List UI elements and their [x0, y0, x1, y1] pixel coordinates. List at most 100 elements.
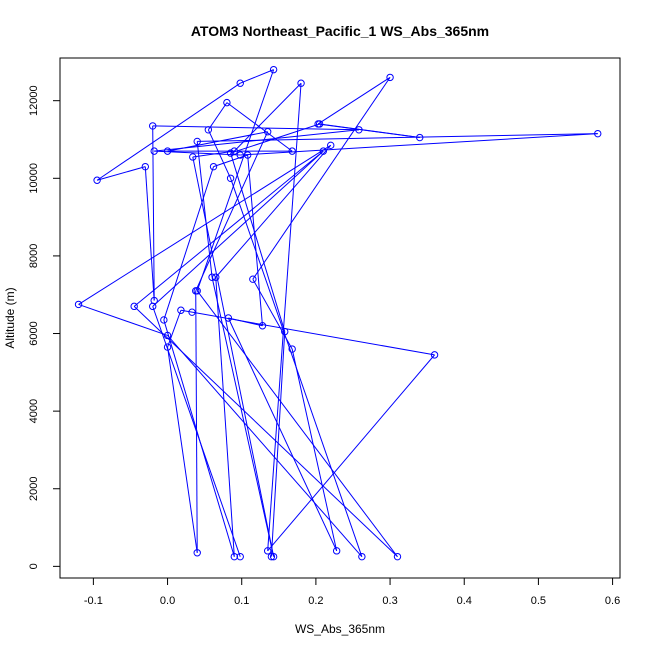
data-point [386, 73, 394, 82]
series-segment [291, 348, 338, 551]
series-segment [213, 154, 248, 168]
series-segment [230, 152, 286, 332]
data-point [223, 98, 231, 107]
data-point [297, 79, 305, 87]
series-segment [207, 102, 228, 131]
y-tick-label: 0 [28, 563, 40, 569]
data-point [594, 129, 602, 138]
data-point [150, 147, 158, 155]
series-segment [163, 166, 215, 321]
data-point [193, 137, 201, 146]
data-point [74, 300, 83, 309]
data-point [193, 549, 201, 557]
series-segment [215, 144, 332, 278]
series-segment [167, 131, 268, 152]
data-point [319, 147, 328, 155]
series-segment [180, 309, 193, 313]
data-point [288, 147, 296, 155]
series-segment [163, 319, 235, 557]
data-point [236, 151, 244, 159]
series-segment [317, 76, 391, 125]
series-segment [133, 150, 324, 307]
data-point [288, 345, 296, 353]
data-point [226, 174, 235, 182]
data-point [224, 314, 233, 322]
y-axis: 0 2000 4000 6000 8000 10000 12000 [28, 85, 60, 569]
series-segment [96, 166, 146, 181]
series-points [74, 65, 602, 561]
series-segment [152, 125, 359, 131]
series-segment [78, 144, 331, 305]
series-segment [152, 150, 324, 307]
data-point [269, 552, 278, 561]
series-segment [144, 166, 155, 301]
series-segment [167, 347, 198, 553]
data-point [93, 176, 101, 184]
data-point [177, 306, 185, 314]
data-point [355, 126, 363, 134]
data-point [212, 273, 220, 281]
x-tick-label: 0.5 [531, 595, 546, 607]
series-segment [319, 123, 420, 139]
y-tick-label: 4000 [28, 399, 40, 423]
series-segment [215, 277, 235, 557]
series-segment [195, 290, 198, 553]
series-segment [267, 354, 435, 552]
series-segment [233, 82, 302, 152]
data-point [150, 296, 158, 305]
data-point [149, 122, 157, 130]
series-segment [96, 82, 241, 181]
x-tick-label: 0.3 [382, 595, 397, 607]
series-segment [152, 125, 155, 301]
x-axis: -0.1 0.0 0.1 0.2 0.3 0.4 0.5 0.6 [84, 578, 620, 607]
series-segment [227, 317, 338, 552]
y-axis-label: Altitude (m) [3, 287, 17, 348]
data-point [163, 343, 172, 351]
data-point [188, 308, 196, 316]
data-point [236, 79, 244, 87]
series-segment [196, 290, 398, 557]
series-segment [196, 141, 213, 278]
data-point [281, 327, 289, 336]
data-point [258, 322, 267, 330]
data-point [358, 552, 366, 561]
y-tick-label: 10000 [28, 163, 40, 194]
series-segment [267, 83, 302, 551]
y-tick-label: 12000 [28, 85, 40, 116]
x-tick-label: -0.1 [84, 595, 103, 607]
data-point [243, 151, 252, 159]
data-point [192, 287, 200, 295]
x-axis-label: WS_Abs_365nm [295, 622, 385, 636]
series-segment [247, 154, 263, 326]
series-segment [240, 69, 274, 84]
data-point [209, 162, 218, 171]
chart-title: ATOM3 Northeast_Pacific_1 WS_Abs_365nm [191, 23, 489, 39]
data-point [204, 126, 213, 134]
data-point [163, 331, 172, 340]
series-segment [252, 77, 391, 280]
x-tick-label: 0.0 [160, 595, 175, 607]
data-point [130, 302, 138, 311]
data-point [263, 128, 272, 136]
data-point [226, 149, 235, 157]
series-segment [195, 131, 269, 292]
x-tick-label: 0.2 [308, 595, 323, 607]
series-segment [226, 102, 293, 152]
data-point [263, 547, 272, 555]
series-segment [211, 277, 275, 557]
data-point [160, 316, 168, 324]
data-point [141, 162, 149, 171]
data-point [267, 552, 276, 561]
data-point [315, 120, 324, 128]
x-tick-label: 0.1 [234, 595, 249, 607]
data-point [208, 273, 216, 281]
data-point [163, 147, 172, 155]
data-point [430, 351, 439, 359]
y-tick-label: 2000 [28, 477, 40, 501]
series-lines [78, 69, 598, 558]
series-segment [154, 150, 241, 156]
data-point [416, 133, 424, 142]
data-point [249, 275, 257, 283]
